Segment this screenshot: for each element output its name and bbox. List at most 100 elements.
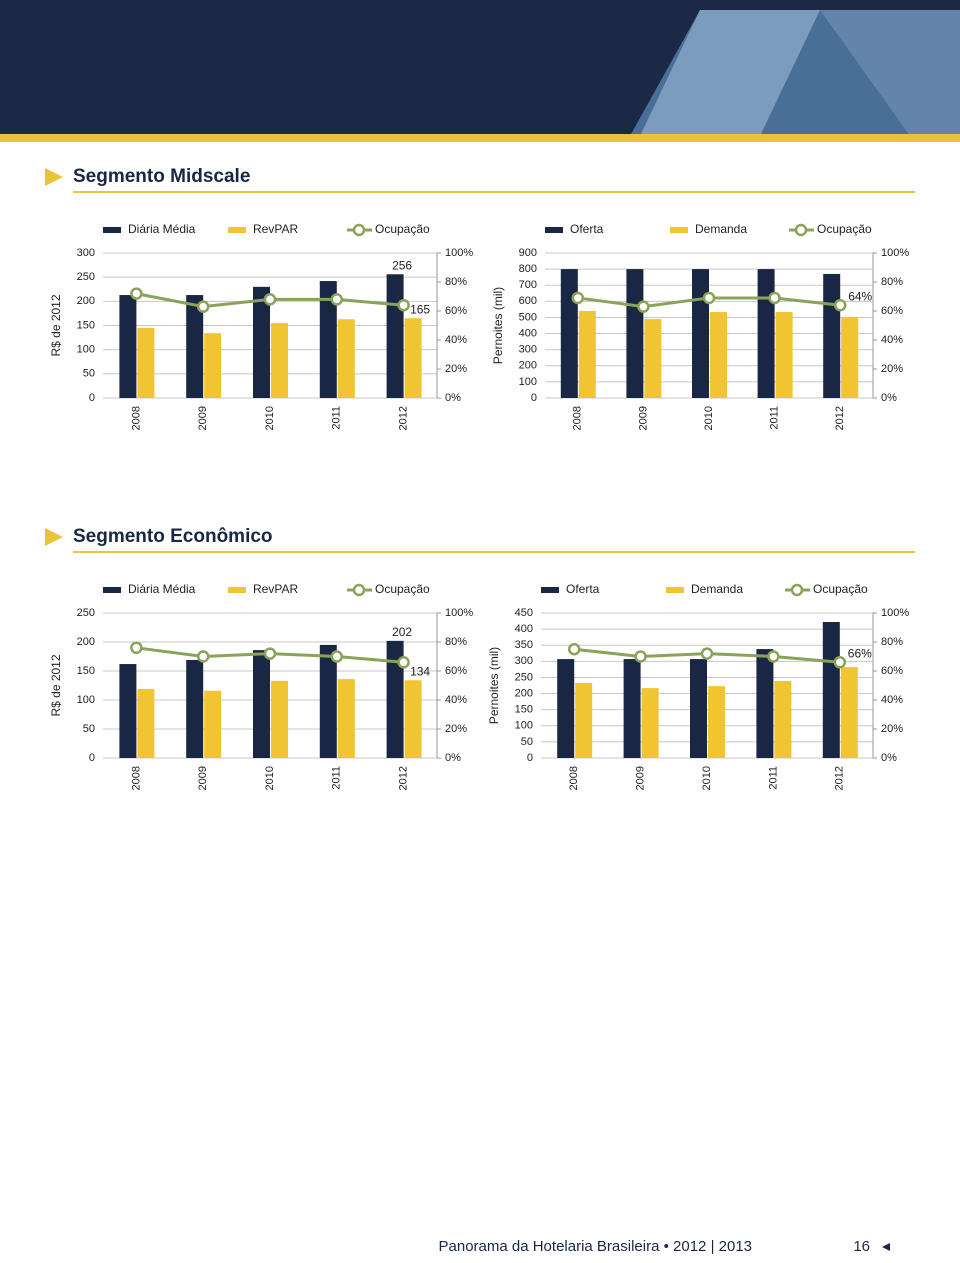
legend-swatch <box>103 227 121 233</box>
y-tick-label: 150 <box>77 319 95 331</box>
y-tick-label: 300 <box>519 344 537 356</box>
x-tick-label: 2012 <box>834 766 846 790</box>
y-tick-label: 0 <box>89 752 95 764</box>
y2-tick-label: 20% <box>881 723 903 735</box>
y2-tick-label: 60% <box>881 665 903 677</box>
bar <box>644 319 662 398</box>
line-marker <box>196 650 210 663</box>
legend-swatch <box>670 227 688 233</box>
legend-label: Ocupação <box>817 222 872 236</box>
y2-tick-label: 20% <box>881 363 903 375</box>
bar <box>186 659 204 758</box>
bar <box>271 680 288 758</box>
data-label: 64% <box>848 289 872 303</box>
y2-tick-label: 100% <box>881 607 909 619</box>
x-tick-label: 2009 <box>635 766 647 790</box>
y2-tick-label: 80% <box>445 636 467 648</box>
legend-label: Diária Média <box>128 582 196 596</box>
legend-label: Ocupação <box>375 582 430 596</box>
bar <box>386 274 404 398</box>
bar <box>757 269 775 398</box>
y-axis-title: Pernoites (mil) <box>491 287 505 364</box>
line-marker <box>130 641 143 655</box>
y-tick-label: 0 <box>527 752 533 764</box>
legend-label: Demanda <box>691 582 743 596</box>
y-tick-label: 900 <box>519 247 537 259</box>
y-tick-label: 700 <box>519 279 537 291</box>
y-tick-label: 100 <box>519 376 537 388</box>
x-tick-label: 2011 <box>331 766 343 790</box>
y-tick-label: 0 <box>89 392 95 404</box>
bar <box>692 269 709 398</box>
y2-tick-label: 40% <box>881 334 903 346</box>
legend-marker <box>352 583 366 597</box>
y2-tick-label: 60% <box>445 305 467 317</box>
bar <box>710 311 727 398</box>
y-tick-label: 250 <box>77 271 95 283</box>
x-tick-label: 2012 <box>398 406 410 430</box>
legend-swatch <box>545 227 563 233</box>
line-marker <box>330 650 344 663</box>
section-title: Segmento Econômico <box>73 526 273 547</box>
x-tick-label: 2010 <box>264 406 276 430</box>
x-tick-label: 2009 <box>197 406 209 430</box>
bullet <box>45 168 63 186</box>
legend-label: Ocupação <box>375 222 430 236</box>
bar <box>253 650 270 758</box>
y-tick-label: 400 <box>515 623 533 635</box>
y2-tick-label: 60% <box>445 665 467 677</box>
y2-tick-label: 100% <box>445 607 473 619</box>
line-marker <box>637 300 650 313</box>
banner-shape <box>640 10 820 136</box>
y2-tick-label: 0% <box>881 392 897 404</box>
bar <box>253 286 270 398</box>
bar <box>822 622 840 758</box>
x-tick-label: 2010 <box>703 406 715 430</box>
y-tick-label: 400 <box>519 327 537 339</box>
legend-marker <box>790 583 804 597</box>
x-tick-label: 2009 <box>637 406 649 430</box>
bar <box>137 688 155 758</box>
x-tick-label: 2009 <box>197 766 209 790</box>
bar <box>690 659 707 758</box>
line-marker <box>768 291 781 305</box>
bar <box>557 659 575 758</box>
line-marker <box>196 300 210 313</box>
y-axis-title: R$ de 2012 <box>49 294 63 356</box>
data-label: 202 <box>392 625 412 639</box>
line-marker <box>263 647 277 660</box>
line-marker <box>330 293 344 306</box>
legend-label: Oferta <box>566 582 600 596</box>
y-tick-label: 100 <box>77 344 95 356</box>
bar <box>386 640 404 758</box>
bar <box>319 281 337 398</box>
y2-tick-label: 20% <box>445 363 467 375</box>
bar <box>626 269 644 398</box>
x-tick-label: 2011 <box>767 766 779 790</box>
line-marker <box>397 656 410 669</box>
legend-swatch <box>228 587 246 593</box>
bar <box>119 664 137 758</box>
data-label: 256 <box>392 258 412 272</box>
line-marker <box>130 287 143 300</box>
bar <box>575 682 593 758</box>
page-arrow <box>882 1243 890 1251</box>
y-tick-label: 250 <box>77 607 95 619</box>
bar <box>404 318 422 398</box>
line-marker <box>571 291 585 305</box>
y-tick-label: 300 <box>77 247 95 259</box>
y-tick-label: 350 <box>515 639 533 651</box>
bullet <box>45 528 63 546</box>
y2-tick-label: 80% <box>881 636 903 648</box>
y-tick-label: 150 <box>515 704 533 716</box>
x-tick-label: 2008 <box>572 406 584 430</box>
x-tick-label: 2008 <box>130 406 142 430</box>
line-marker <box>397 298 410 312</box>
y-axis-title: Pernoites (mil) <box>487 647 501 724</box>
y-tick-label: 0 <box>531 392 537 404</box>
bar <box>137 327 155 398</box>
y2-tick-label: 0% <box>445 752 461 764</box>
y-tick-label: 100 <box>515 720 533 732</box>
bar <box>271 323 288 398</box>
